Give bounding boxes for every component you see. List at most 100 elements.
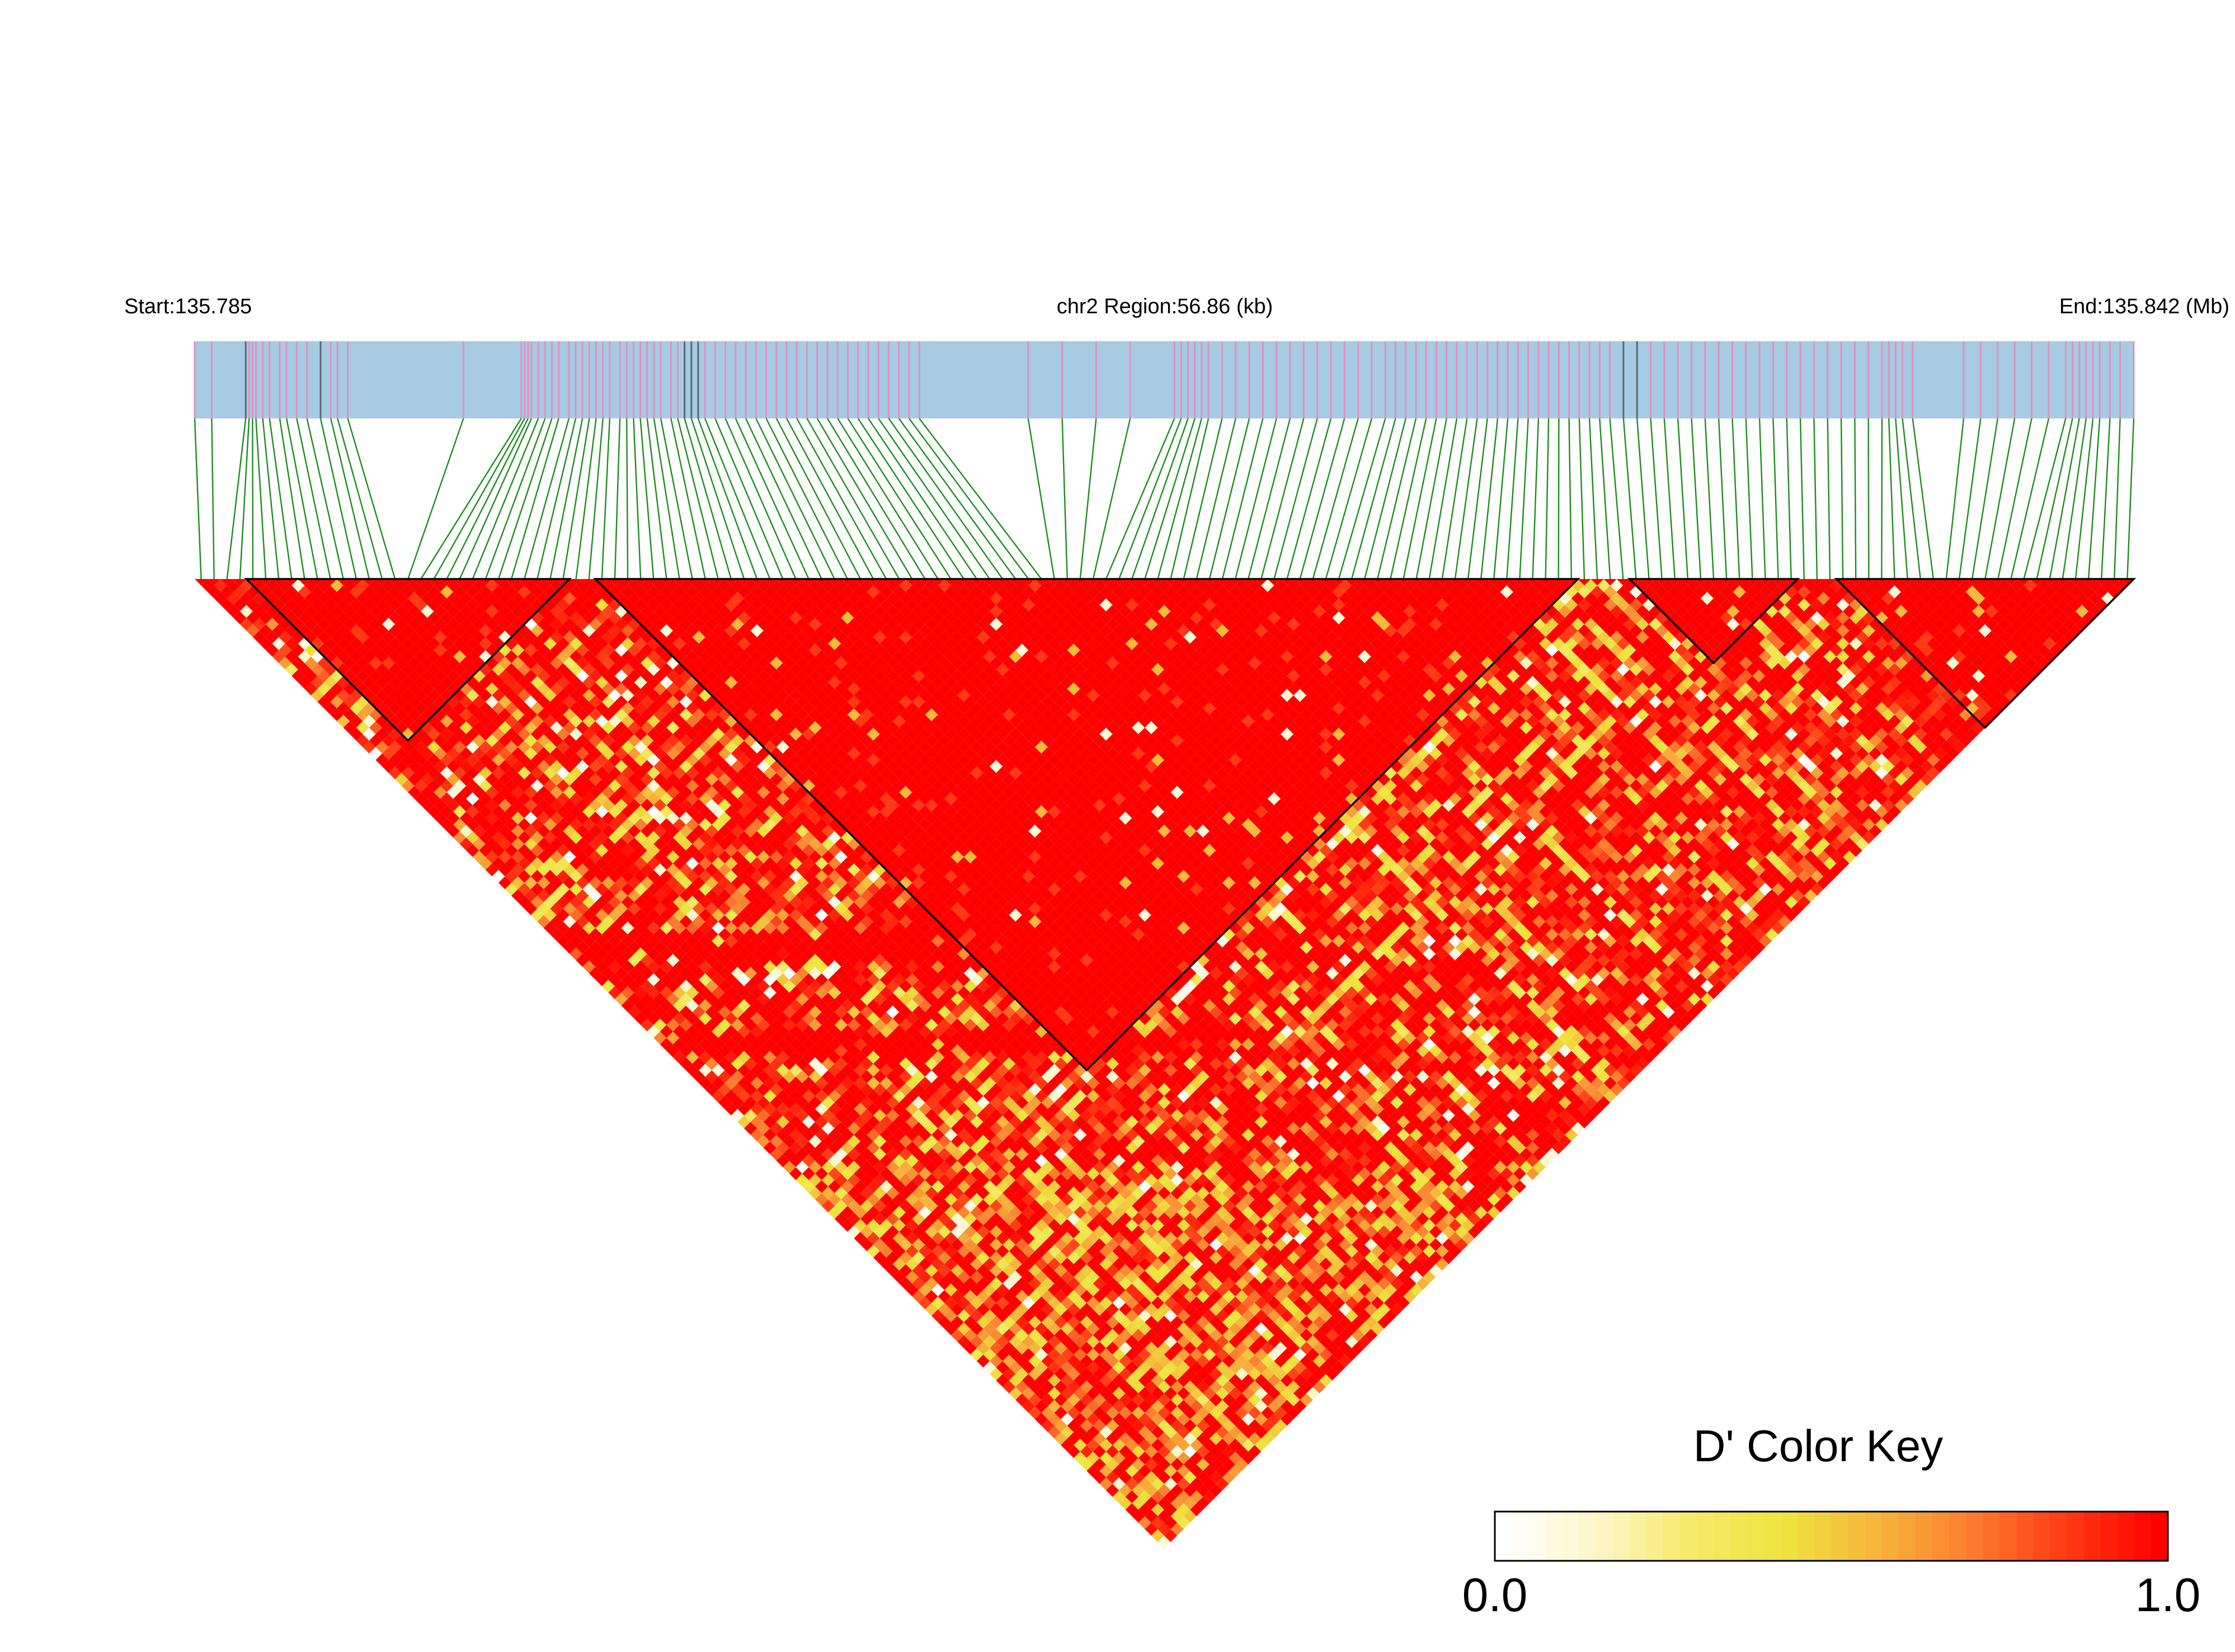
ld-cell	[1028, 1264, 1042, 1277]
ld-cell	[363, 650, 376, 663]
ld-cell	[776, 1038, 789, 1051]
snp-connector	[194, 418, 202, 580]
ld-cell	[608, 896, 622, 909]
ld-cell	[1241, 1451, 1255, 1465]
ld-cell	[821, 1018, 835, 1032]
ld-cell	[672, 869, 686, 883]
ld-cell	[1041, 1419, 1055, 1433]
ld-cell	[427, 650, 441, 663]
ld-cell	[925, 1225, 938, 1239]
ld-cell	[1125, 1477, 1138, 1491]
ld-cell	[996, 1296, 1009, 1310]
ld-cell	[434, 695, 447, 709]
ld-cell	[1003, 1238, 1016, 1251]
snp-connector	[888, 418, 1004, 580]
ld-cell	[369, 643, 383, 657]
ld-cell	[666, 980, 680, 993]
ld-cell	[208, 585, 221, 599]
ld-cell	[1034, 1283, 1048, 1297]
ld-cell	[446, 798, 460, 812]
ld-cell	[1061, 1387, 1074, 1400]
ld-cell	[1112, 1335, 1126, 1348]
ld-cell	[828, 1167, 841, 1180]
ld-cell	[511, 760, 525, 773]
ld-cell	[337, 598, 350, 611]
ld-cell	[1164, 1400, 1178, 1413]
ld-cell	[1099, 1477, 1113, 1491]
ld-cell	[796, 1173, 809, 1187]
ld-cell	[434, 760, 447, 773]
ld-cell	[1054, 1367, 1067, 1381]
ld-cell	[828, 1102, 841, 1116]
ld-cell	[1067, 1302, 1080, 1316]
ld-cell	[660, 869, 673, 883]
ld-cell	[705, 1083, 718, 1096]
ld-cell	[783, 980, 796, 993]
ld-cell	[524, 863, 538, 877]
ld-cell	[996, 1322, 1009, 1335]
ld-cell	[459, 734, 473, 747]
ld-cell	[679, 876, 693, 889]
ld-cell	[873, 1070, 887, 1084]
ld-cell	[582, 818, 596, 831]
ld-cell	[1054, 1277, 1067, 1290]
ld-cell	[1145, 1380, 1158, 1394]
snp-connector	[255, 418, 267, 580]
ld-cell	[802, 1180, 816, 1193]
ld-cell	[886, 1187, 900, 1200]
ld-cell	[1086, 1309, 1100, 1322]
ld-cell	[1138, 1464, 1151, 1477]
ld-cell	[1015, 1289, 1029, 1303]
ld-cell	[757, 1070, 770, 1084]
ld-cell	[944, 1270, 958, 1284]
ld-cell	[279, 579, 292, 592]
ld-cell	[931, 1231, 945, 1245]
ld-cell	[938, 1264, 951, 1277]
ld-cell	[1099, 1374, 1113, 1387]
ld-cell	[537, 876, 550, 889]
ld-cell	[750, 1063, 764, 1077]
snp-connector	[1467, 418, 1488, 580]
ld-cell	[550, 863, 563, 877]
snp-connector	[1532, 418, 1540, 580]
ld-cell	[1074, 1309, 1087, 1322]
ld-cell	[408, 734, 421, 747]
ld-cell	[1034, 1387, 1048, 1400]
ld-cell	[951, 1147, 964, 1161]
ld-cell	[879, 1167, 893, 1180]
ld-cell	[886, 1083, 900, 1096]
ld-cell	[892, 1089, 906, 1103]
ld-cell	[718, 928, 731, 941]
ld-cell	[1003, 1264, 1016, 1277]
ld-cell	[763, 1051, 777, 1064]
ld-cell	[492, 805, 505, 818]
ld-cell	[789, 1115, 803, 1129]
ld-cell	[931, 1128, 945, 1142]
ld-cell	[1022, 1258, 1035, 1271]
ld-cell	[246, 598, 260, 611]
ld-cell	[259, 624, 272, 637]
ld-cell	[970, 1193, 984, 1206]
snp-connector	[1273, 418, 1318, 580]
ld-cell	[873, 1187, 887, 1200]
ld-cell	[543, 779, 557, 793]
ld-cell	[672, 986, 686, 999]
snp-connector	[347, 418, 396, 580]
ld-cell	[1145, 1484, 1158, 1497]
ld-cell	[563, 837, 576, 851]
snp-connector	[1786, 418, 1792, 580]
ld-cell	[382, 721, 396, 735]
ld-cell	[1041, 1367, 1055, 1381]
ld-cell	[1093, 1458, 1107, 1471]
snp-connector	[1745, 418, 1753, 580]
snp-position-track	[194, 341, 2135, 418]
ld-cell	[621, 934, 634, 948]
ld-cell	[892, 1180, 906, 1193]
ld-cell	[492, 753, 505, 767]
snp-connector	[1170, 418, 1210, 580]
snp-connector	[677, 418, 719, 580]
ld-cell	[1106, 1419, 1119, 1433]
ld-cell	[1067, 1380, 1080, 1394]
ld-cell	[421, 630, 434, 644]
ld-cell	[239, 592, 253, 605]
